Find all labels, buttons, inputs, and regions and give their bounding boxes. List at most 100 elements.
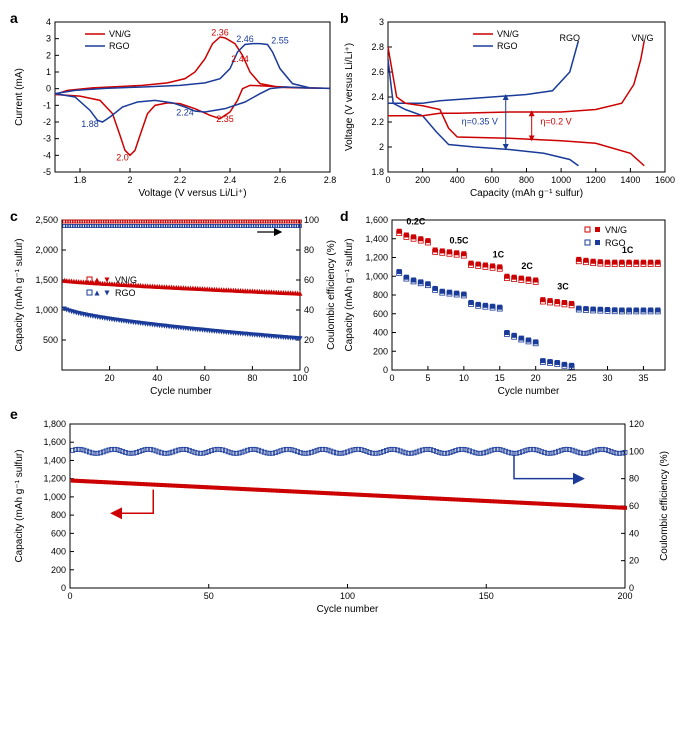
svg-text:2.35: 2.35 [216,114,234,124]
svg-text:40: 40 [304,305,314,315]
svg-text:3C: 3C [557,281,569,291]
svg-text:2.8: 2.8 [371,42,384,52]
svg-text:600: 600 [484,175,499,185]
svg-text:600: 600 [51,528,66,538]
svg-text:120: 120 [629,419,644,429]
svg-text:RGO: RGO [109,41,130,51]
svg-text:Cycle number: Cycle number [498,386,560,397]
svg-text:15: 15 [495,373,505,383]
svg-text:60: 60 [200,373,210,383]
svg-text:Coulombic efficiency (%): Coulombic efficiency (%) [659,451,670,561]
svg-text:1,200: 1,200 [43,474,66,484]
svg-text:40: 40 [152,373,162,383]
svg-text:2.55: 2.55 [271,36,289,46]
svg-text:25: 25 [567,373,577,383]
svg-text:60: 60 [304,275,314,285]
svg-text:0: 0 [46,84,51,94]
svg-text:1.8: 1.8 [74,175,87,185]
svg-text:Current (mA): Current (mA) [14,68,25,126]
svg-text:1: 1 [46,67,51,77]
svg-text:0: 0 [629,583,634,593]
svg-text:0: 0 [389,373,394,383]
svg-text:0: 0 [61,583,66,593]
svg-text:VN/G: VN/G [605,225,627,235]
svg-text:40: 40 [629,528,639,538]
svg-text:2.2: 2.2 [371,117,384,127]
svg-text:0.5C: 0.5C [449,235,469,245]
svg-text:2.4: 2.4 [371,92,384,102]
panel-c-label: c [10,208,18,224]
svg-text:1600: 1600 [655,175,675,185]
svg-text:1200: 1200 [586,175,606,185]
svg-text:RGO: RGO [115,288,136,298]
svg-text:Voltage (V versus Li/Li⁺): Voltage (V versus Li/Li⁺) [344,43,355,151]
svg-text:800: 800 [51,510,66,520]
svg-text:3: 3 [379,17,384,27]
svg-text:Voltage (V versus Li/Li⁺): Voltage (V versus Li/Li⁺) [138,188,246,199]
svg-text:4: 4 [46,17,51,27]
svg-text:Cycle number: Cycle number [150,386,212,397]
svg-text:150: 150 [479,591,494,601]
svg-text:100: 100 [340,591,355,601]
svg-text:-2: -2 [43,117,51,127]
svg-text:η=0.35 V: η=0.35 V [462,117,498,127]
svg-text:2: 2 [46,50,51,60]
svg-text:20: 20 [531,373,541,383]
svg-text:30: 30 [603,373,613,383]
svg-text:-1: -1 [43,100,51,110]
svg-text:3: 3 [46,34,51,44]
svg-text:1C: 1C [493,250,505,260]
svg-text:1,400: 1,400 [43,455,66,465]
svg-text:1,800: 1,800 [43,419,66,429]
svg-text:1.8: 1.8 [371,167,384,177]
svg-text:Coulombic efficiency (%): Coulombic efficiency (%) [326,240,337,350]
svg-text:1,600: 1,600 [43,437,66,447]
svg-text:2.44: 2.44 [231,54,249,64]
row-3: e 05010015020002004006008001,0001,2001,4… [10,406,675,616]
svg-text:400: 400 [373,328,388,338]
svg-text:VN/G: VN/G [109,29,131,39]
svg-text:Capacity (mAh g⁻¹ sulfur): Capacity (mAh g⁻¹ sulfur) [14,238,25,351]
panel-e-label: e [10,406,18,422]
svg-text:200: 200 [415,175,430,185]
svg-text:RGO: RGO [497,41,518,51]
svg-text:2.0: 2.0 [116,152,129,162]
svg-text:1,600: 1,600 [365,215,388,225]
svg-text:0: 0 [304,365,309,375]
svg-text:2.2: 2.2 [174,175,187,185]
panel-c: c 204060801005001,0001,5002,0002,500Cycl… [10,208,340,398]
svg-text:0: 0 [383,365,388,375]
svg-text:Cycle number: Cycle number [317,604,379,615]
svg-text:600: 600 [373,309,388,319]
svg-text:2,000: 2,000 [35,245,58,255]
svg-text:-5: -5 [43,167,51,177]
panel-a: a 1.822.22.42.62.8-5-4-3-2-101234Voltage… [10,10,340,200]
panel-d: d 0510152025303502004006008001,0001,2001… [340,208,675,398]
svg-text:2.46: 2.46 [236,34,254,44]
svg-text:10: 10 [459,373,469,383]
svg-text:5: 5 [425,373,430,383]
svg-text:20: 20 [304,335,314,345]
svg-text:100: 100 [304,215,319,225]
row-2: c 204060801005001,0001,5002,0002,500Cycl… [10,208,675,398]
svg-text:50: 50 [204,591,214,601]
svg-text:Capacity (mAh g⁻¹ sulfur): Capacity (mAh g⁻¹ sulfur) [470,188,583,199]
svg-text:200: 200 [373,346,388,356]
svg-text:2.6: 2.6 [274,175,287,185]
svg-text:1.88: 1.88 [81,119,99,129]
svg-text:Capacity (mAh g⁻¹ sulfur): Capacity (mAh g⁻¹ sulfur) [14,449,25,562]
svg-text:1,500: 1,500 [35,275,58,285]
figure-container: a 1.822.22.42.62.8-5-4-3-2-101234Voltage… [10,10,675,616]
svg-text:1,000: 1,000 [365,271,388,281]
svg-text:VN/G: VN/G [115,275,137,285]
svg-text:20: 20 [629,556,639,566]
svg-text:2.36: 2.36 [211,27,229,37]
svg-text:2.6: 2.6 [371,67,384,77]
svg-text:80: 80 [247,373,257,383]
panel-b-label: b [340,10,349,26]
svg-text:1,000: 1,000 [35,305,58,315]
svg-text:0: 0 [385,175,390,185]
svg-text:RGO: RGO [605,238,626,248]
svg-text:2C: 2C [521,261,533,271]
svg-text:80: 80 [629,474,639,484]
